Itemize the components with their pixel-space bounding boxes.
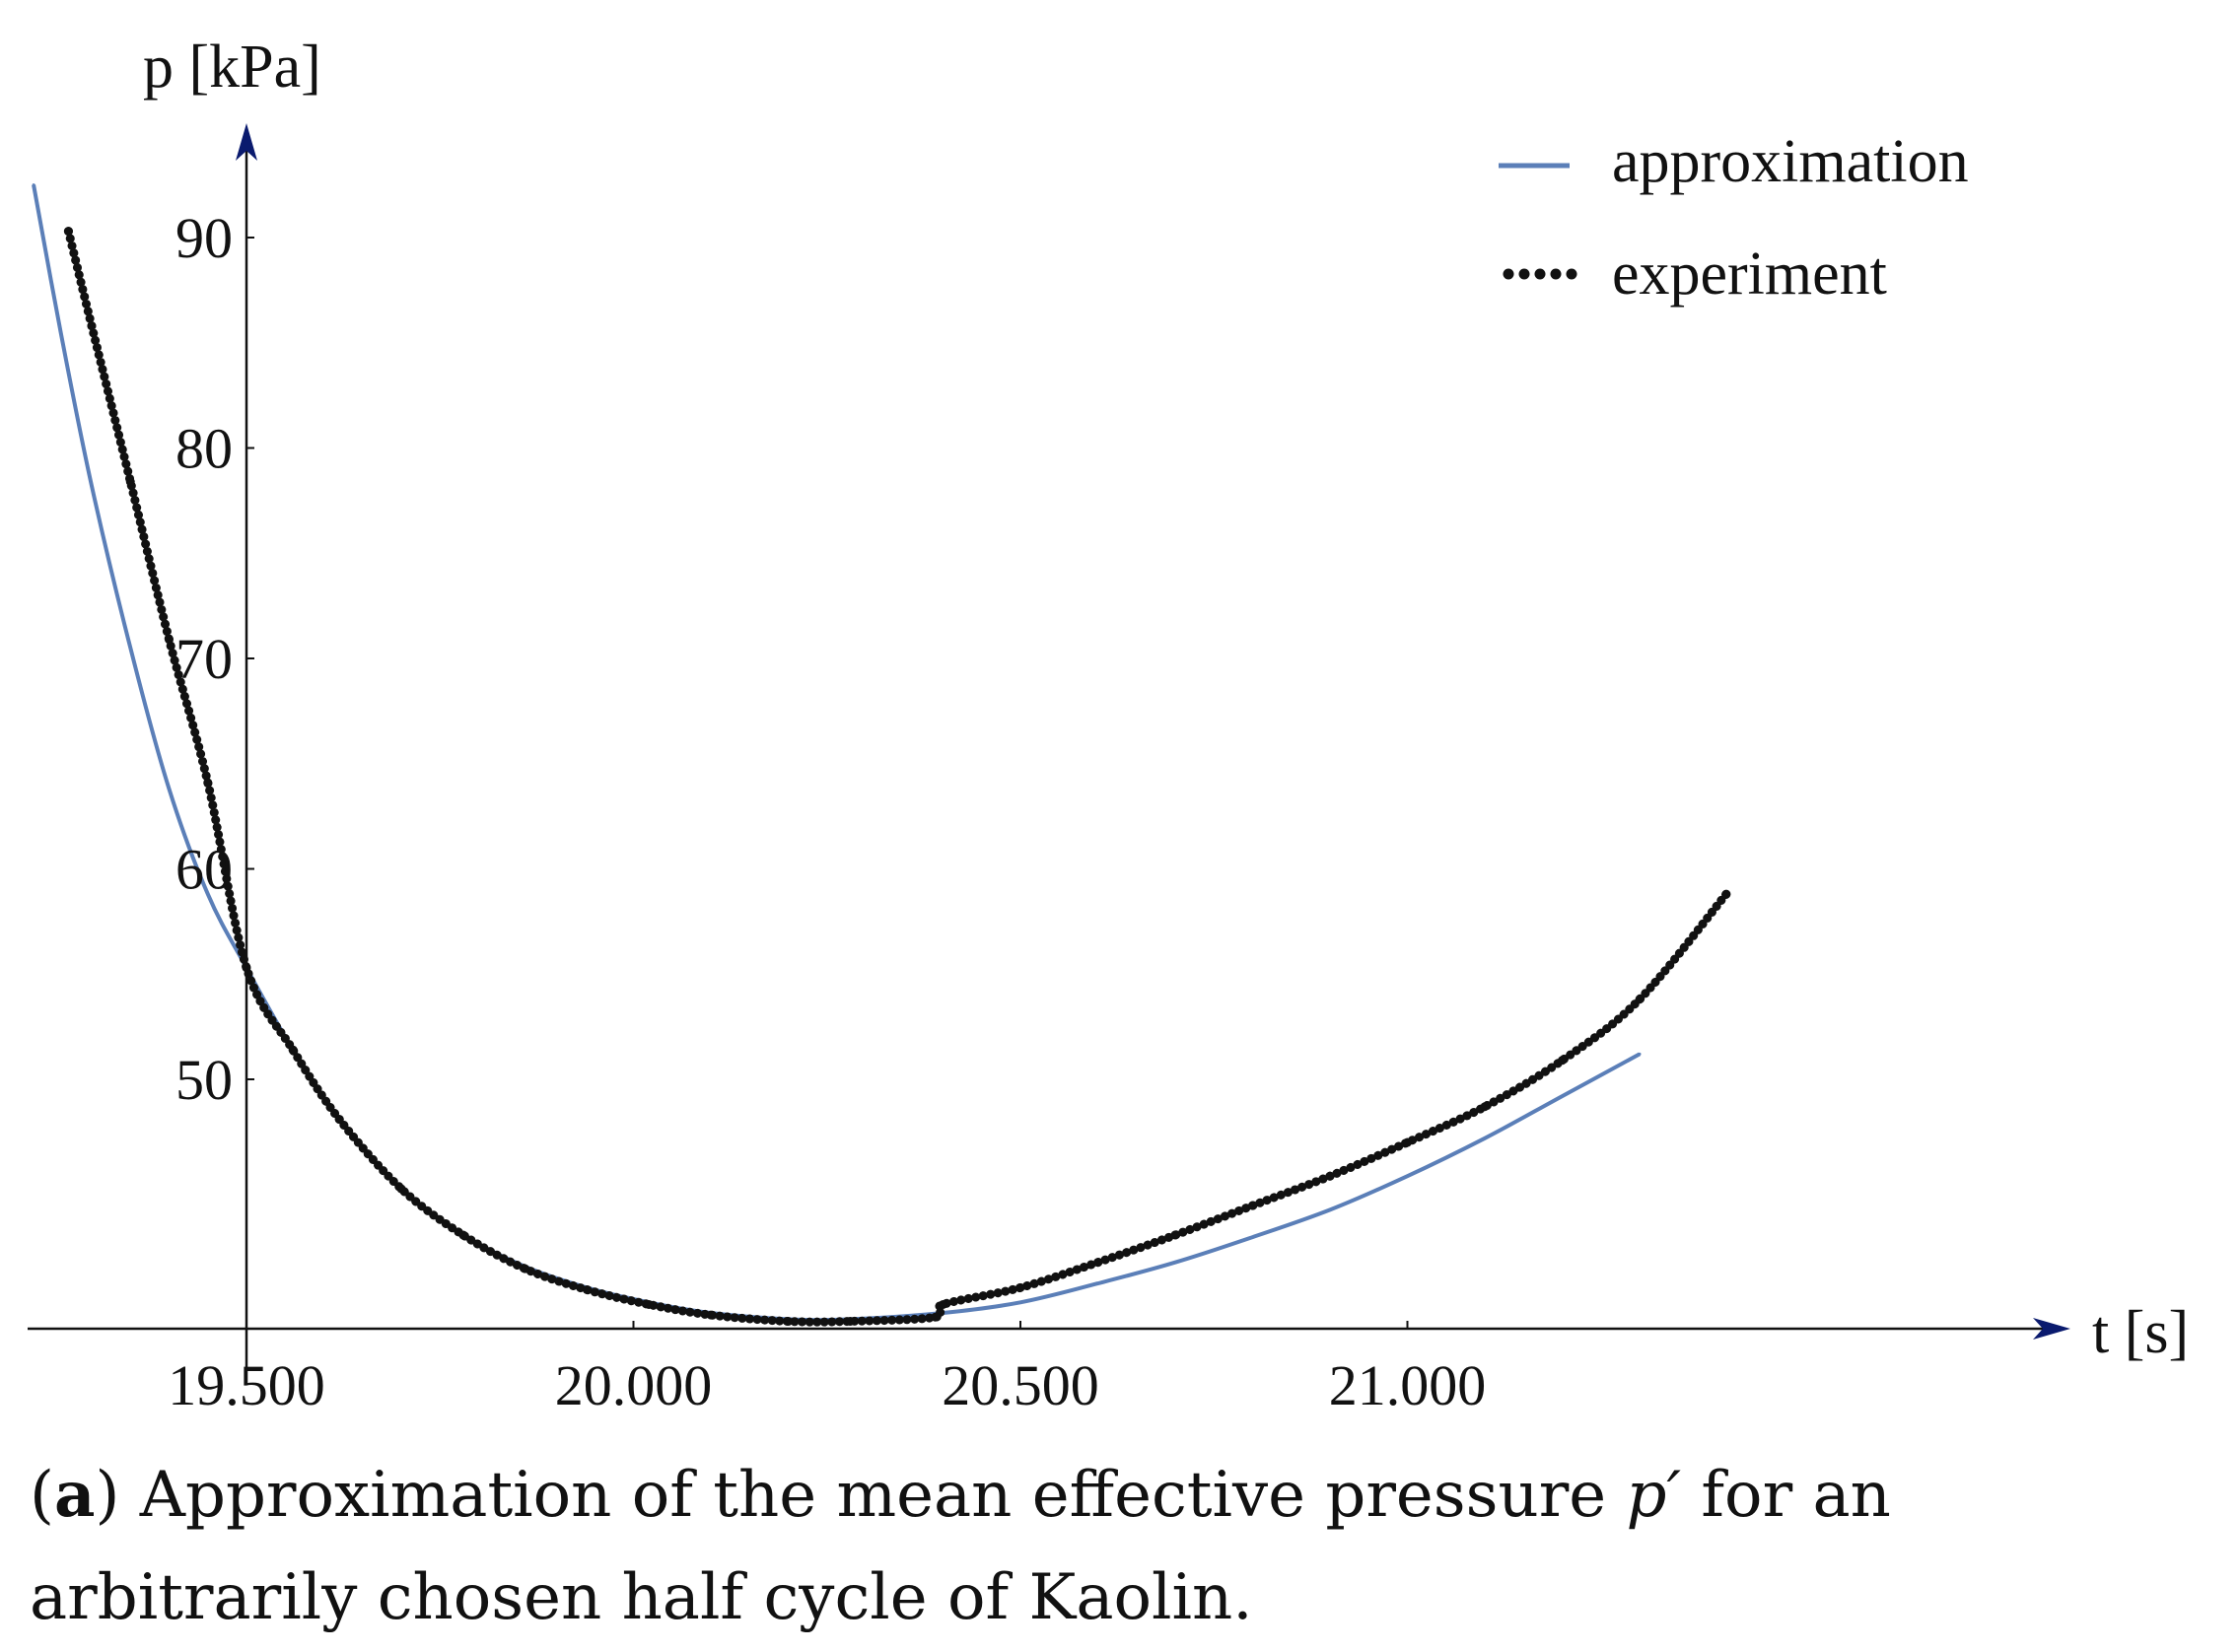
series-experiment-point <box>939 1299 947 1309</box>
series-experiment-point <box>165 635 174 645</box>
legend: approximation experiment <box>1499 128 1969 308</box>
series-experiment-point <box>458 1230 468 1240</box>
series-experiment-point <box>1403 1137 1412 1147</box>
series-approximation-point <box>1173 1261 1177 1265</box>
series-approximation-point <box>1638 1052 1642 1056</box>
caption-text-after: for an arbitrarily chosen half cycle of … <box>30 1459 1891 1634</box>
y-tick-label: 50 <box>175 1048 233 1112</box>
x-ticks: 19.500 20.000 20.500 21.000 <box>168 1321 1486 1417</box>
series-experiment-point <box>1721 889 1731 899</box>
series-approximation-point <box>1483 1136 1487 1140</box>
x-axis-label: t [s] <box>2092 1299 2189 1366</box>
series-experiment-point <box>203 778 213 788</box>
series-approximation-point <box>1561 1094 1564 1098</box>
x-tick-label: 20.500 <box>942 1353 1099 1417</box>
series-layer <box>32 183 1731 1327</box>
series-experiment-point <box>1248 1201 1257 1210</box>
series-approximation-point <box>128 646 132 650</box>
series-experiment-point <box>87 321 97 331</box>
caption-tag-close: ) <box>95 1459 120 1532</box>
caption-tag: a <box>53 1458 96 1532</box>
legend-experiment-label: experiment <box>1612 241 1887 308</box>
y-tick-label: 90 <box>175 206 233 270</box>
x-tick-label: 20.000 <box>555 1353 713 1417</box>
series-approximation-point <box>90 484 94 488</box>
y-ticks: 50 60 70 80 90 <box>175 206 254 1112</box>
series-experiment-point <box>931 1312 941 1322</box>
series-experiment-point <box>1480 1102 1490 1112</box>
series-approximation-point <box>59 330 63 334</box>
series-approximation-point <box>1328 1207 1332 1211</box>
series-experiment-point <box>784 1317 793 1327</box>
x-tick-label: 19.500 <box>168 1353 325 1417</box>
series-experiment-point <box>125 477 135 487</box>
series-approximation-point <box>1096 1281 1099 1285</box>
x-tick-label: 21.000 <box>1329 1353 1487 1417</box>
series-experiment-point <box>1635 995 1645 1004</box>
series-approximation-point <box>168 787 171 791</box>
series-experiment-point <box>1558 1056 1567 1066</box>
series-experiment-point <box>845 1317 855 1327</box>
series-experiment-point <box>1015 1282 1025 1292</box>
series-experiment-point <box>288 1045 298 1055</box>
y-axis-label: p [kPa] <box>143 34 321 101</box>
legend-approximation-label: approximation <box>1612 128 1969 195</box>
series-experiment-point <box>706 1310 716 1320</box>
caption-text-before: Approximation of the mean effective pres… <box>119 1459 1627 1532</box>
series-approximation-point <box>1018 1300 1022 1304</box>
chart-canvas: 19.500 20.000 20.500 21.000 50 60 70 80 90 t [s… <box>28 34 2189 1417</box>
y-tick-label: 80 <box>175 417 233 481</box>
series-experiment-point <box>582 1285 592 1294</box>
series-experiment-line <box>63 227 1731 1327</box>
legend-experiment-swatch <box>1503 268 1577 280</box>
y-tick-label: 70 <box>175 627 233 691</box>
series-experiment-point <box>1325 1171 1335 1181</box>
series-experiment-point <box>1170 1230 1180 1240</box>
caption-symbol: p′ <box>1626 1459 1682 1532</box>
series-approximation-point <box>1406 1174 1409 1178</box>
series-experiment-point <box>334 1115 344 1125</box>
series-experiment-point <box>396 1184 406 1194</box>
figure-caption: (a) Approximation of the mean effective … <box>30 1444 2199 1649</box>
series-experiment-point <box>521 1264 530 1273</box>
y-axis-arrow-icon <box>236 123 257 161</box>
series-experiment-point <box>63 227 73 237</box>
series-approximation-point <box>206 892 210 896</box>
y-tick-label: 60 <box>175 838 233 902</box>
series-experiment-point <box>1093 1258 1102 1268</box>
series-experiment-point <box>644 1299 654 1309</box>
x-axis-arrow-icon <box>2033 1318 2070 1340</box>
series-approximation-point <box>1251 1235 1254 1239</box>
caption-tag-open: ( <box>30 1459 54 1532</box>
series-approximation-point <box>32 183 35 187</box>
